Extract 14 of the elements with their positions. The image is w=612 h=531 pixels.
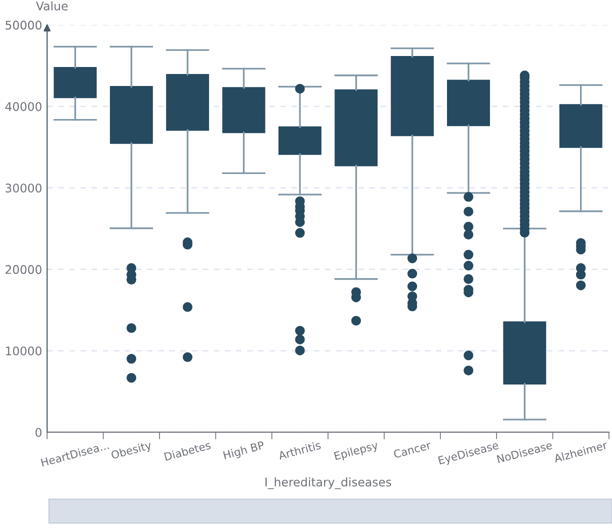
y-tick-label: 50000 bbox=[6, 20, 42, 30]
y-tick-label: 30000 bbox=[6, 184, 42, 193]
x-tick-label: Epilepsy bbox=[334, 440, 380, 462]
x-axis-title: I_hereditary_diseases bbox=[266, 477, 392, 490]
x-tick-label: Arthritis bbox=[278, 440, 322, 460]
y-tick-label: 0 bbox=[36, 428, 42, 437]
y-tick-label: 20000 bbox=[6, 265, 42, 274]
y-axis-title: Value bbox=[36, 1, 68, 10]
y-tick-label: 10000 bbox=[6, 346, 42, 356]
x-tick-label: Diabetes bbox=[164, 440, 212, 461]
y-tick-label: 40000 bbox=[5, 102, 42, 112]
x-tick-label: High BP bbox=[222, 440, 266, 462]
x-tick-label: Cancer bbox=[393, 440, 432, 458]
x-tick-label: Obesity bbox=[110, 440, 152, 462]
